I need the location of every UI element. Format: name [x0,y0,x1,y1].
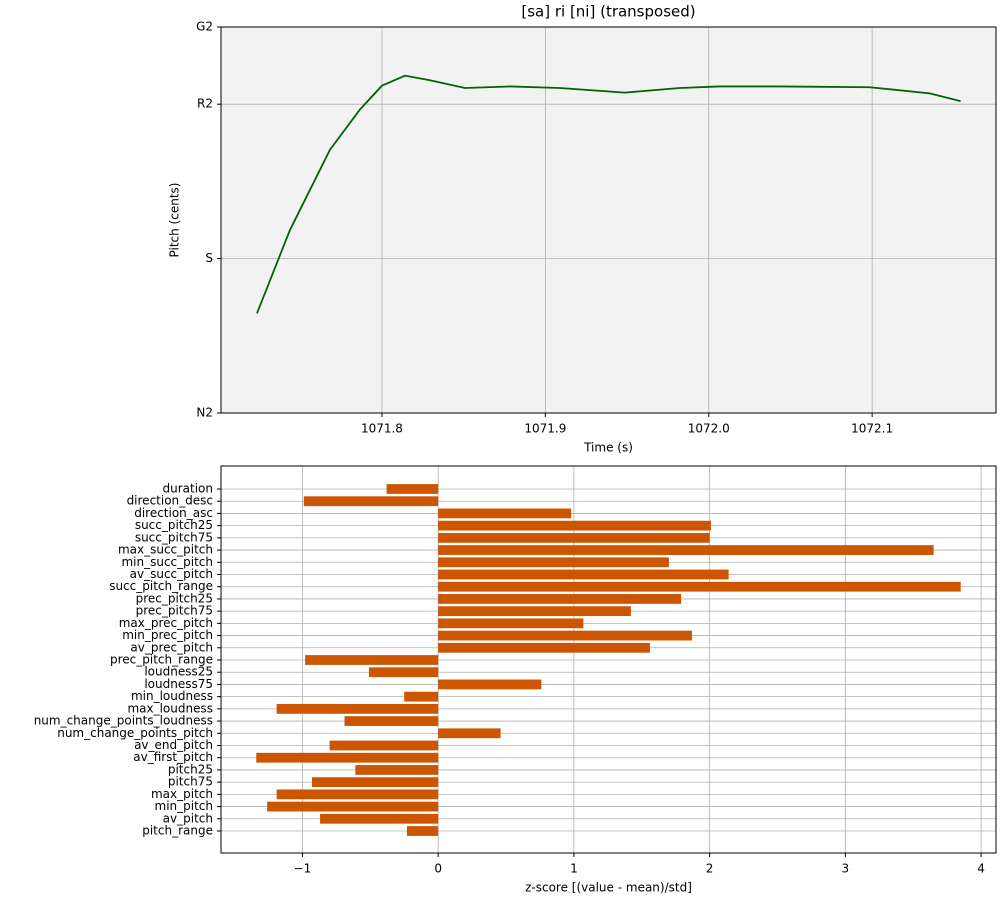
bar [406,826,439,836]
bar [438,532,710,543]
y-tick-label: direction_desc [127,494,213,508]
y-tick-label: max_pitch [151,787,213,801]
y-tick-label: G2 [196,20,213,34]
bar [256,752,439,763]
bar [320,813,439,824]
x-tick-label: 1071.8 [361,422,403,436]
bar [438,545,934,555]
y-tick-label: min_pitch [155,799,214,813]
y-tick-label: loudness25 [144,665,213,679]
y-tick-label: pitch_range [142,824,213,838]
y-tick-label: prec_pitch_range [110,653,213,667]
bar [305,655,439,665]
y-axis-label: Pitch (cents) [168,183,182,258]
y-tick-label: duration [163,482,214,496]
bar [386,484,439,494]
y-tick-label: num_change_points_pitch [57,726,213,740]
y-tick-label: av_prec_pitch [130,640,213,654]
bar [355,765,439,775]
x-tick-label: 3 [842,862,850,876]
bar [276,789,439,800]
y-tick-label: succ_pitch75 [135,530,213,544]
x-tick-label: −1 [294,862,312,876]
bar [404,691,439,702]
y-tick-label: max_succ_pitch [118,543,213,557]
x-axis-label: z-score [(value - mean)/std] [525,881,692,895]
y-tick-label: av_succ_pitch [130,567,213,581]
plot-frame [220,465,997,854]
x-tick-label: 1072.1 [851,422,893,436]
y-tick-label: min_loudness [131,689,213,703]
y-tick-label: direction_asc [134,506,213,520]
y-tick-label: av_pitch [163,811,213,825]
bar [276,703,439,714]
y-tick-label: pitch75 [168,775,213,789]
x-tick-label: 1 [570,862,578,876]
y-tick-label: S [205,251,213,265]
bar [438,728,501,739]
y-tick-label: succ_pitch_range [109,579,213,593]
y-tick-label: R2 [197,97,213,111]
y-tick-label: max_prec_pitch [119,616,213,630]
x-tick-label: 4 [977,862,985,876]
x-tick-label: 2 [706,862,714,876]
y-tick-label: loudness75 [144,677,213,691]
x-tick-label: 1071.9 [524,422,566,436]
bar [438,594,682,604]
bar [438,581,961,592]
bar [311,777,439,788]
chart-title: [sa] ri [ni] (transposed) [521,3,695,21]
bar [438,679,542,690]
bar [438,520,711,531]
line [256,74,961,314]
bar [438,642,650,653]
x-tick-label: 1072.0 [688,422,730,436]
bar [303,496,439,507]
y-tick-label: succ_pitch25 [135,518,213,532]
y-tick-label: num_change_points_loudness [34,714,213,728]
x-tick-label: 0 [434,862,442,876]
y-tick-label: prec_pitch75 [136,604,213,618]
y-tick-label: N2 [196,406,213,420]
plot-frame [220,26,997,414]
bar [438,508,572,519]
y-tick-label: min_succ_pitch [121,555,213,569]
bar [438,569,729,580]
y-tick-label: av_first_pitch [133,750,213,764]
bar [267,801,439,812]
y-tick-label: pitch25 [168,762,213,776]
y-tick-label: max_loudness [127,701,213,715]
bar [329,740,439,751]
bar [438,557,669,568]
bar [438,606,631,617]
y-tick-label: av_end_pitch [134,738,213,752]
y-tick-label: prec_pitch25 [136,591,213,605]
bar [438,618,584,629]
bar [438,630,692,641]
x-axis-label: Time (s) [583,441,633,455]
y-tick-label: min_prec_pitch [122,628,213,642]
plot-area [221,27,996,413]
bar [368,667,439,678]
bar [344,716,439,726]
